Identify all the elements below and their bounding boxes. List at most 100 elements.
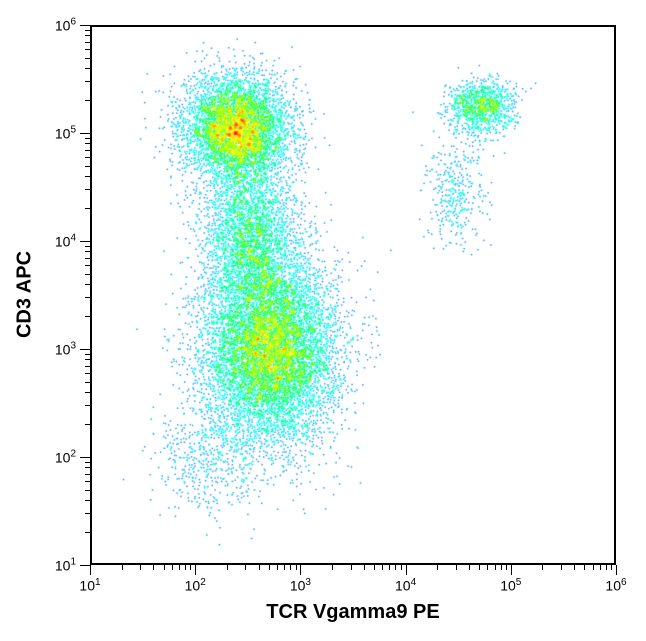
y-tick-minor	[85, 150, 90, 151]
y-tick-minor	[85, 532, 90, 533]
y-tick-minor	[85, 274, 90, 275]
x-tick-minor	[332, 565, 333, 570]
y-tick-minor	[85, 405, 90, 406]
y-tick-minor	[85, 513, 90, 514]
x-tick-minor	[364, 565, 365, 570]
x-tick-major	[90, 565, 91, 575]
x-tick-minor	[611, 565, 612, 570]
y-tick-major	[80, 241, 90, 242]
x-tick-minor	[561, 565, 562, 570]
plot-area	[90, 25, 616, 565]
y-tick-minor	[85, 297, 90, 298]
y-tick-label: 102	[42, 449, 76, 466]
x-tick-label: 106	[605, 577, 626, 594]
x-tick-minor	[374, 565, 375, 570]
y-tick-major	[80, 349, 90, 350]
x-tick-minor	[542, 565, 543, 570]
x-tick-minor	[382, 565, 383, 570]
y-tick-minor	[85, 265, 90, 266]
y-tick-minor	[85, 490, 90, 491]
x-tick-major	[406, 565, 407, 575]
y-tick-minor	[85, 100, 90, 101]
y-tick-major	[80, 457, 90, 458]
x-tick-minor	[179, 565, 180, 570]
y-tick-minor	[85, 35, 90, 36]
x-tick-major	[616, 565, 617, 575]
x-tick-minor	[401, 565, 402, 570]
y-tick-minor	[85, 462, 90, 463]
x-tick-minor	[227, 565, 228, 570]
y-tick-minor	[85, 366, 90, 367]
x-tick-minor	[593, 565, 594, 570]
y-tick-minor	[85, 481, 90, 482]
x-tick-minor	[284, 565, 285, 570]
y-tick-label: 104	[42, 233, 76, 250]
x-tick-minor	[245, 565, 246, 570]
x-tick-minor	[190, 565, 191, 570]
y-axis-label: CD3 APC	[14, 215, 37, 375]
chart-container: CD3 APC TCR Vgamma9 PE 101 102 103 104 105 10…	[0, 0, 646, 641]
y-tick-label: 101	[42, 557, 76, 574]
x-tick-minor	[606, 565, 607, 570]
x-tick-minor	[140, 565, 141, 570]
x-tick-label: 105	[500, 577, 521, 594]
y-tick-minor	[85, 474, 90, 475]
x-tick-minor	[584, 565, 585, 570]
x-tick-minor	[479, 565, 480, 570]
x-tick-minor	[172, 565, 173, 570]
y-tick-minor	[85, 208, 90, 209]
y-tick-minor	[85, 284, 90, 285]
x-tick-label: 102	[185, 577, 206, 594]
x-tick-minor	[506, 565, 507, 570]
y-tick-minor	[85, 166, 90, 167]
x-tick-minor	[259, 565, 260, 570]
y-tick-minor	[85, 30, 90, 31]
y-tick-minor	[85, 49, 90, 50]
x-tick-minor	[395, 565, 396, 570]
y-tick-minor	[85, 189, 90, 190]
y-tick-minor	[85, 316, 90, 317]
x-tick-minor	[487, 565, 488, 570]
x-tick-minor	[574, 565, 575, 570]
x-axis-label: TCR Vgamma9 PE	[90, 601, 616, 624]
density-scatter-canvas	[92, 27, 618, 567]
y-tick-label: 106	[42, 17, 76, 34]
x-tick-minor	[164, 565, 165, 570]
y-tick-minor	[85, 138, 90, 139]
x-tick-minor	[501, 565, 502, 570]
y-tick-minor	[85, 382, 90, 383]
x-tick-minor	[469, 565, 470, 570]
x-tick-minor	[122, 565, 123, 570]
x-tick-minor	[456, 565, 457, 570]
y-tick-minor	[85, 359, 90, 360]
x-tick-major	[511, 565, 512, 575]
y-tick-major	[80, 565, 90, 566]
y-tick-minor	[85, 354, 90, 355]
y-tick-minor	[85, 176, 90, 177]
y-tick-minor	[85, 424, 90, 425]
x-tick-minor	[600, 565, 601, 570]
x-tick-minor	[290, 565, 291, 570]
x-tick-minor	[153, 565, 154, 570]
y-tick-label: 103	[42, 341, 76, 358]
y-tick-minor	[85, 467, 90, 468]
x-tick-label: 103	[290, 577, 311, 594]
y-tick-minor	[85, 68, 90, 69]
y-tick-major	[80, 133, 90, 134]
x-tick-label: 104	[395, 577, 416, 594]
y-tick-minor	[85, 258, 90, 259]
y-tick-minor	[85, 157, 90, 158]
x-tick-minor	[437, 565, 438, 570]
y-tick-major	[80, 25, 90, 26]
y-tick-minor	[85, 392, 90, 393]
x-tick-minor	[296, 565, 297, 570]
x-tick-minor	[277, 565, 278, 570]
x-tick-minor	[389, 565, 390, 570]
y-tick-minor	[85, 246, 90, 247]
y-tick-minor	[85, 373, 90, 374]
x-tick-minor	[269, 565, 270, 570]
x-tick-minor	[351, 565, 352, 570]
y-tick-minor	[85, 500, 90, 501]
x-tick-major	[300, 565, 301, 575]
y-tick-minor	[85, 58, 90, 59]
